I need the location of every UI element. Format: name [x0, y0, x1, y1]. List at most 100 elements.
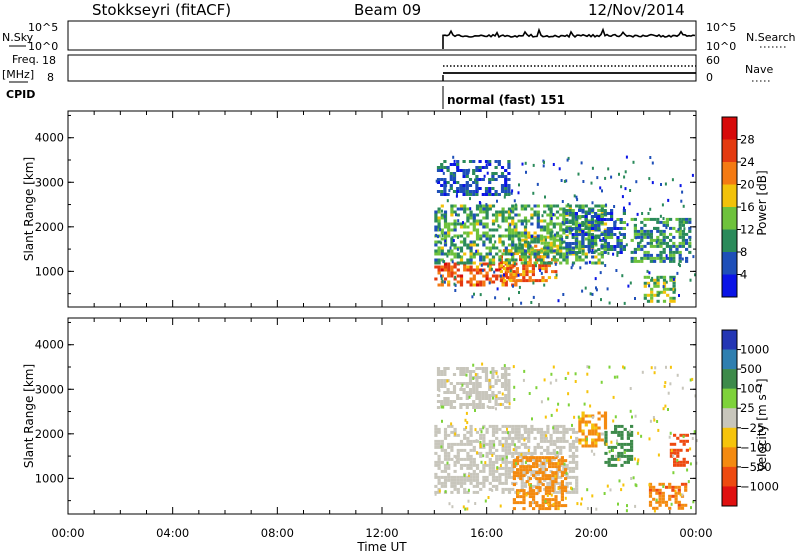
data-cell — [491, 430, 496, 434]
data-cell — [507, 424, 512, 428]
data-cell — [666, 293, 670, 297]
data-cell — [475, 397, 479, 400]
data-cell — [485, 231, 489, 235]
data-cell — [686, 468, 689, 472]
y-tick-label: 2000 — [35, 427, 64, 441]
data-cell — [450, 422, 453, 426]
data-cell — [546, 481, 550, 485]
data-cell — [463, 473, 466, 477]
data-cell — [662, 290, 667, 294]
data-cell — [498, 255, 502, 259]
data-cell — [685, 220, 689, 224]
data-cell — [434, 427, 438, 431]
data-cell — [434, 252, 438, 256]
data-cell — [565, 258, 569, 262]
data-cell — [507, 243, 512, 247]
colorbar-tick-label: −1000 — [740, 479, 779, 493]
data-cell — [544, 456, 548, 460]
data-cell — [676, 460, 680, 464]
data-cell — [530, 252, 534, 256]
data-cell — [478, 160, 482, 163]
data-cell — [679, 493, 682, 497]
data-cell — [600, 215, 604, 218]
data-cell — [438, 489, 441, 493]
data-cell — [447, 222, 451, 226]
data-cell — [450, 448, 454, 452]
data-cell — [472, 403, 476, 406]
data-cell — [446, 391, 450, 394]
data-cell — [652, 416, 655, 419]
data-cell — [440, 265, 444, 269]
data-cell — [440, 241, 443, 245]
data-cell — [453, 173, 456, 177]
data-cell — [575, 490, 579, 494]
data-cell — [465, 175, 469, 178]
data-cell — [527, 439, 531, 443]
data-cell — [557, 487, 560, 491]
data-cell — [512, 279, 516, 283]
data-cell — [584, 444, 588, 448]
data-cell — [475, 219, 480, 223]
data-cell — [443, 184, 447, 187]
data-cell — [597, 204, 601, 208]
data-cell — [622, 233, 626, 236]
data-cell — [581, 258, 585, 262]
data-cell — [560, 483, 564, 487]
data-cell — [662, 275, 667, 279]
data-cell — [662, 259, 666, 263]
data-cell — [587, 414, 592, 418]
data-cell — [485, 222, 489, 226]
data-cell — [550, 413, 553, 417]
data-cell — [472, 193, 476, 196]
data-cell — [523, 445, 528, 449]
data-cell — [507, 210, 512, 214]
data-cell — [649, 256, 653, 260]
data-cell — [507, 436, 512, 440]
data-cell — [495, 277, 499, 281]
data-cell — [626, 436, 630, 440]
data-cell — [551, 474, 555, 478]
data-cell — [555, 234, 560, 238]
data-cell — [643, 232, 647, 236]
data-cell — [554, 462, 558, 466]
data-cell — [637, 244, 641, 248]
data-cell — [622, 245, 626, 248]
data-cell — [539, 460, 544, 464]
data-cell — [562, 252, 566, 256]
data-cell — [457, 168, 460, 172]
data-cell — [488, 487, 492, 491]
data-cell — [495, 448, 499, 452]
data-cell — [459, 382, 463, 385]
data-cell — [507, 487, 512, 491]
data-cell — [472, 274, 476, 278]
data-cell — [607, 457, 611, 461]
data-cell — [450, 243, 454, 247]
data-cell — [468, 394, 473, 397]
data-cell — [604, 433, 608, 437]
data-cell — [475, 252, 480, 256]
data-cell — [597, 218, 601, 221]
data-cell — [488, 445, 492, 449]
data-cell — [620, 185, 623, 189]
data-cell — [440, 190, 444, 193]
data-cell — [485, 237, 489, 241]
data-cell — [574, 227, 578, 230]
data-cell — [463, 265, 467, 269]
data-cell — [616, 441, 619, 445]
data-cell — [630, 256, 634, 260]
colorbar-swatch — [722, 139, 737, 163]
data-cell — [434, 243, 438, 247]
data-cell — [574, 212, 578, 215]
data-cell — [685, 256, 689, 260]
data-cell — [626, 442, 630, 446]
data-cell — [672, 284, 676, 288]
data-cell — [507, 178, 511, 181]
data-cell — [653, 278, 657, 282]
data-cell — [565, 245, 569, 248]
data-cell — [507, 451, 512, 455]
data-cell — [551, 230, 554, 234]
data-cell — [584, 414, 588, 418]
data-cell — [523, 252, 528, 256]
data-cell — [459, 397, 463, 400]
